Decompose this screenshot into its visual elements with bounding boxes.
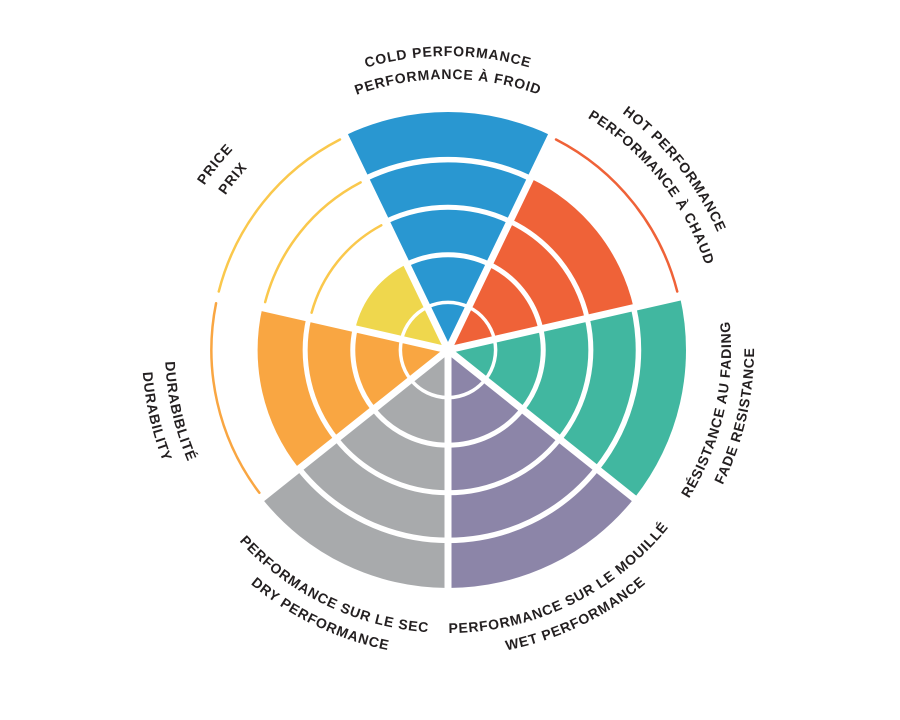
hot-performance-ring-separator [488, 261, 544, 330]
price-ring-separator [399, 305, 429, 340]
wedge-separator [445, 347, 638, 502]
segment-hot-performance [448, 178, 634, 350]
price-unfilled-ring-arc [217, 138, 342, 293]
dry-performance-ring-separator [371, 407, 449, 448]
hot-performance-unfilled-ring-arc [554, 138, 679, 293]
durability-ring-separator [398, 339, 413, 381]
label-hot-performance-en: HOT PERFORMANCE [620, 103, 729, 235]
wet-performance-ring-separator [447, 466, 600, 544]
wedge-separator [214, 293, 449, 354]
price-filled-wedge [355, 264, 448, 350]
durability-unfilled-ring-arc [210, 301, 261, 495]
hot-performance-ring-separator [467, 305, 497, 340]
wet-performance-filled-wedge [448, 350, 635, 588]
cold-performance-ring-separator [364, 156, 532, 181]
segment-wet-performance [447, 350, 635, 588]
dry-performance-ring-separator [296, 466, 449, 544]
label-cold-performance-fr: PERFORMANCE À FROID [352, 66, 543, 98]
durability-ring-separator [302, 317, 339, 441]
segment-price [355, 264, 448, 350]
cold-performance-ring-separator [384, 204, 512, 224]
dry-performance-filled-wedge [261, 350, 448, 588]
hot-performance-filled-wedge [448, 178, 634, 350]
price-unfilled-ring-arc [263, 181, 362, 304]
fade-resistance-ring-separator [483, 339, 498, 381]
wedge-separator [444, 133, 555, 352]
dry-performance-ring-separator [334, 437, 449, 496]
fade-resistance-ring-separator [520, 328, 546, 411]
wet-performance-ring-separator [447, 437, 562, 496]
segment-durability [257, 307, 448, 469]
dry-performance-ring-separator [409, 378, 449, 400]
hot-performance-ring-separator [508, 219, 590, 319]
cold-performance-filled-wedge [344, 112, 552, 351]
segment-cold-performance [344, 112, 552, 351]
fade-resistance-filled-wedge [448, 297, 686, 499]
segment-fade-resistance [448, 297, 686, 499]
cold-performance-ring-separator [405, 252, 491, 267]
durability-ring-separator [350, 328, 376, 411]
wet-performance-ring-separator [447, 378, 487, 400]
wedge-separator [341, 133, 452, 352]
cold-performance-ring-separator [426, 300, 470, 309]
fade-resistance-ring-separator [557, 317, 594, 441]
wedge-separator [447, 293, 682, 354]
price-unfilled-ring-arc [310, 224, 383, 314]
segment-dry-performance [261, 350, 449, 588]
wedge-separator [258, 347, 451, 502]
wet-performance-ring-separator [447, 407, 525, 448]
fade-resistance-ring-separator [594, 307, 642, 471]
